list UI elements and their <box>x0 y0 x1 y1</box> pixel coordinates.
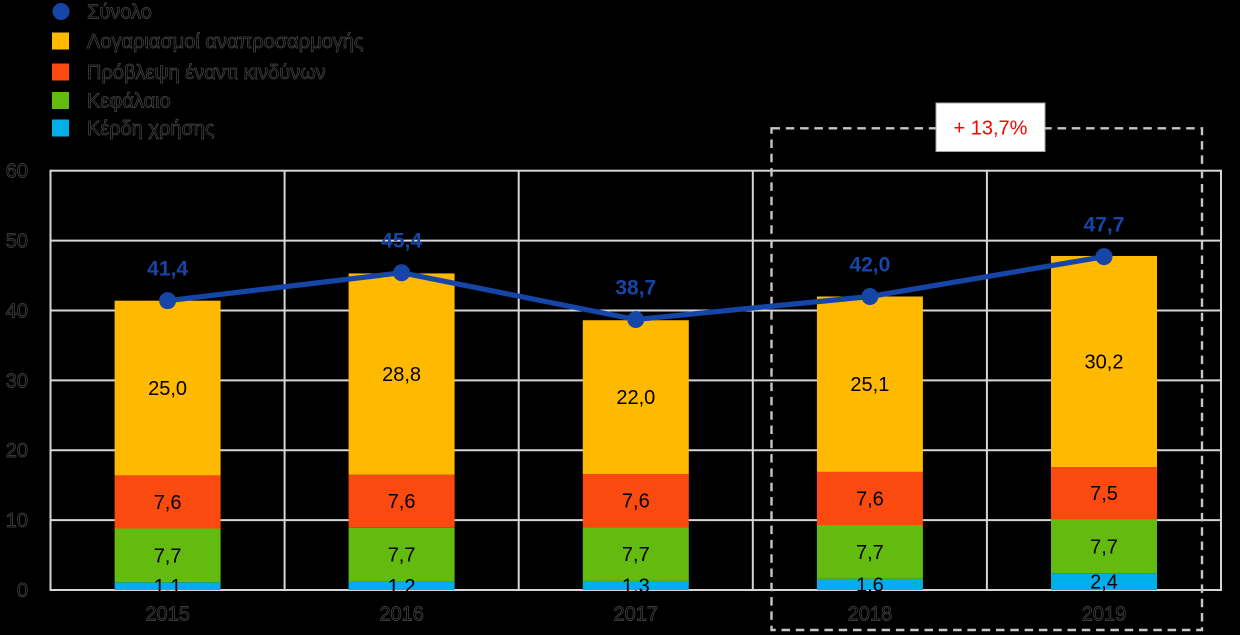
svg-text:Λογαριασμοί αναπροσαρμογής: Λογαριασμοί αναπροσαρμογής <box>87 31 364 53</box>
svg-text:40: 40 <box>6 301 28 323</box>
svg-text:25,0: 25,0 <box>148 378 187 400</box>
svg-text:22,0: 22,0 <box>616 387 655 409</box>
svg-text:7,7: 7,7 <box>622 544 650 566</box>
svg-text:7,7: 7,7 <box>856 542 884 564</box>
svg-text:7,5: 7,5 <box>1090 483 1118 505</box>
svg-text:2015: 2015 <box>145 604 190 626</box>
svg-text:45,4: 45,4 <box>381 230 422 253</box>
svg-text:7,6: 7,6 <box>622 491 650 513</box>
svg-text:Πρόβλεψη έναντι κινδύνων: Πρόβλεψη έναντι κινδύνων <box>87 62 326 84</box>
svg-text:20: 20 <box>6 440 28 462</box>
svg-text:50: 50 <box>6 231 28 253</box>
svg-text:1,1: 1,1 <box>154 576 182 598</box>
svg-text:25,1: 25,1 <box>850 374 889 396</box>
svg-text:41,4: 41,4 <box>147 258 188 281</box>
svg-text:Κέρδη χρήσης: Κέρδη χρήσης <box>87 118 215 140</box>
svg-text:42,0: 42,0 <box>849 254 890 277</box>
svg-text:2019: 2019 <box>1082 604 1127 626</box>
svg-text:7,7: 7,7 <box>1090 536 1118 558</box>
svg-text:7,6: 7,6 <box>154 492 182 514</box>
svg-text:7,7: 7,7 <box>154 545 182 567</box>
svg-text:+ 13,7%: + 13,7% <box>954 118 1028 140</box>
svg-text:7,6: 7,6 <box>388 491 416 513</box>
svg-text:7,7: 7,7 <box>388 545 416 567</box>
svg-text:38,7: 38,7 <box>615 277 656 300</box>
svg-text:2018: 2018 <box>848 604 893 626</box>
svg-text:Σύνολο: Σύνολο <box>87 2 152 24</box>
svg-text:47,7: 47,7 <box>1084 214 1125 237</box>
svg-text:2016: 2016 <box>379 604 424 626</box>
svg-text:Κεφάλαιο: Κεφάλαιο <box>87 91 171 113</box>
svg-text:10: 10 <box>6 510 28 532</box>
svg-text:60: 60 <box>6 161 28 183</box>
svg-text:30,2: 30,2 <box>1085 352 1124 374</box>
svg-text:28,8: 28,8 <box>382 364 421 386</box>
svg-text:1,2: 1,2 <box>388 576 416 598</box>
svg-text:7,6: 7,6 <box>856 489 884 511</box>
svg-text:2017: 2017 <box>614 604 659 626</box>
svg-text:2,4: 2,4 <box>1090 572 1118 594</box>
svg-text:1,6: 1,6 <box>856 574 884 596</box>
svg-text:1,3: 1,3 <box>622 576 650 598</box>
svg-text:0: 0 <box>17 580 28 602</box>
svg-text:30: 30 <box>6 370 28 392</box>
